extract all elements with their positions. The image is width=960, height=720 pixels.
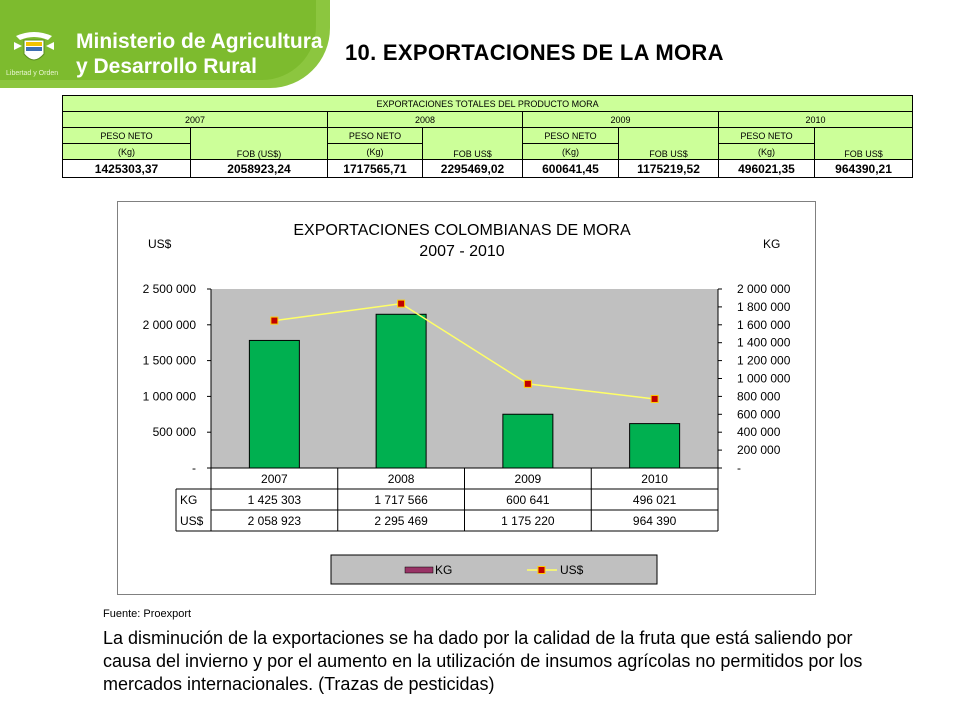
right-tick-label: 1 400 000 bbox=[737, 336, 791, 350]
peso-neto-header: PESO NETO bbox=[522, 127, 619, 144]
chart-title: EXPORTACIONES COLOMBIANAS DE MORA bbox=[293, 222, 631, 239]
legend-swatch-kg bbox=[404, 566, 434, 574]
table-title: EXPORTACIONES TOTALES DEL PRODUCTO MORA bbox=[61, 95, 914, 112]
fob-header: FOB US$ bbox=[422, 127, 523, 160]
table-cell: 1425303,37 bbox=[62, 159, 191, 178]
fob-header: FOB US$ bbox=[813, 127, 914, 160]
legend-label-kg: KG bbox=[435, 563, 452, 577]
page-title: 10. EXPORTACIONES DE LA MORA bbox=[345, 40, 724, 65]
bar-kg bbox=[248, 339, 300, 469]
line-usd bbox=[274, 302, 655, 400]
right-axis-label: KG bbox=[763, 237, 780, 251]
peso-neto-header: PESO NETO bbox=[327, 127, 423, 144]
fob-header: FOB US$ bbox=[618, 127, 719, 160]
left-tick-label: 500 000 bbox=[153, 425, 197, 439]
right-tick-label: 1 800 000 bbox=[737, 300, 791, 314]
data-table-row-label: KG bbox=[180, 493, 197, 507]
category-label: 2007 bbox=[261, 472, 288, 486]
ministry-name-line2: y Desarrollo Rural bbox=[76, 55, 257, 78]
point-usd bbox=[270, 316, 279, 325]
table-cell: 1175219,52 bbox=[618, 159, 719, 178]
right-tick-label: 400 000 bbox=[737, 425, 781, 439]
data-table-cell: 600 641 bbox=[506, 493, 550, 507]
bar-kg bbox=[629, 423, 681, 469]
table-cell: 2295469,02 bbox=[422, 159, 523, 178]
right-tick-label: 2 000 000 bbox=[737, 282, 791, 296]
kg-unit-header: (Kg) bbox=[718, 143, 815, 160]
right-tick-label: - bbox=[737, 461, 741, 475]
chart-marks: 2 500 000 2 000 000 1 500 000 1 000 000 500 … bbox=[143, 282, 791, 585]
source-note: Fuente: Proexport bbox=[103, 608, 192, 620]
table-cell: 1717565,71 bbox=[327, 159, 423, 178]
kg-unit-header: (Kg) bbox=[62, 143, 191, 160]
table-cell: 964390,21 bbox=[813, 159, 914, 178]
data-table-row-label: US$ bbox=[180, 514, 204, 528]
left-tick-label: - bbox=[192, 461, 196, 475]
data-table-cell: 964 390 bbox=[633, 514, 677, 528]
right-tick-label: 200 000 bbox=[737, 443, 781, 457]
chart-subtitle: 2007 - 2010 bbox=[419, 243, 505, 260]
right-tick-label: 600 000 bbox=[737, 407, 781, 421]
fob-header: FOB (US$) bbox=[190, 127, 328, 160]
right-tick-label: 1 000 000 bbox=[737, 372, 791, 386]
analysis-note: La disminución de la exportaciones se ha… bbox=[103, 628, 863, 694]
left-tick-label: 1 500 000 bbox=[143, 354, 197, 368]
year-header: 2007 bbox=[62, 111, 328, 128]
chart-legend bbox=[330, 554, 658, 585]
point-usd bbox=[397, 299, 406, 308]
category-label: 2009 bbox=[515, 472, 542, 486]
left-tick-label: 1 000 000 bbox=[143, 389, 197, 403]
kg-unit-header: (Kg) bbox=[327, 143, 423, 160]
year-header: 2009 bbox=[522, 111, 719, 128]
data-table-cell: 1 175 220 bbox=[501, 514, 555, 528]
coat-of-arms-icon bbox=[14, 32, 54, 61]
left-tick-label: 2 500 000 bbox=[143, 282, 197, 296]
left-axis-label: US$ bbox=[148, 237, 172, 251]
category-label: 2008 bbox=[388, 472, 415, 486]
exports-table: EXPORTACIONES TOTALES DEL PRODUCTO MORA … bbox=[61, 95, 914, 178]
header-inner bbox=[0, 0, 316, 80]
legend-label-usd: US$ bbox=[560, 563, 584, 577]
data-table-cell: 2 295 469 bbox=[374, 514, 428, 528]
chart-panel: EXPORTACIONES COLOMBIANAS DE MORA 2007 -… bbox=[117, 201, 816, 595]
peso-neto-header: PESO NETO bbox=[718, 127, 815, 144]
bar-kg bbox=[375, 313, 427, 469]
bar-kg bbox=[502, 413, 554, 469]
category-label: 2010 bbox=[641, 472, 668, 486]
exports-chart: EXPORTACIONES COLOMBIANAS DE MORA 2007 -… bbox=[143, 222, 791, 585]
right-tick-label: 1 200 000 bbox=[737, 354, 791, 368]
table-cell: 600641,45 bbox=[522, 159, 619, 178]
right-tick-label: 1 600 000 bbox=[737, 318, 791, 332]
data-table-cell: 1 717 566 bbox=[374, 493, 428, 507]
table-cell: 2058923,24 bbox=[190, 159, 328, 178]
legend-marker-usd bbox=[537, 566, 546, 574]
ministry-name-line1: Ministerio de Agricultura bbox=[76, 30, 323, 53]
table-cell: 496021,35 bbox=[718, 159, 815, 178]
motto: Libertad y Orden bbox=[6, 70, 59, 77]
point-usd bbox=[523, 379, 532, 388]
kg-unit-header: (Kg) bbox=[522, 143, 619, 160]
year-header: 2010 bbox=[717, 111, 914, 128]
data-table-cell: 2 058 923 bbox=[248, 514, 302, 528]
point-usd bbox=[650, 394, 659, 403]
right-tick-label: 800 000 bbox=[737, 389, 781, 403]
data-table-cell: 1 425 303 bbox=[248, 493, 302, 507]
year-header: 2008 bbox=[327, 111, 523, 128]
data-table-cell: 496 021 bbox=[633, 493, 677, 507]
left-tick-label: 2 000 000 bbox=[143, 318, 197, 332]
peso-neto-header: PESO NETO bbox=[62, 127, 191, 144]
